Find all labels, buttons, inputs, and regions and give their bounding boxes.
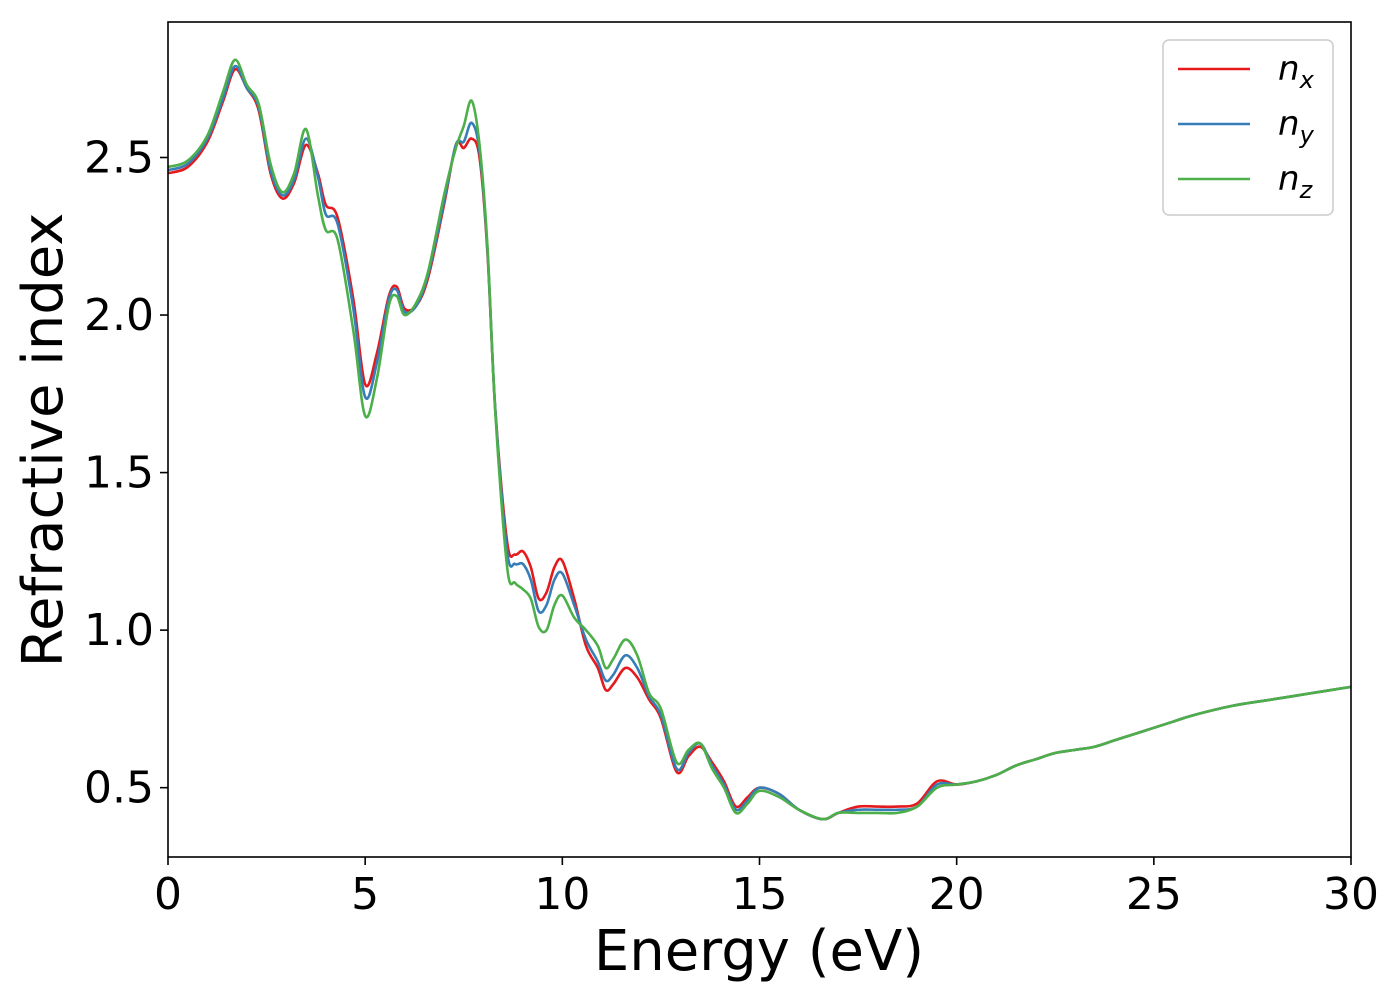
legend-label-nx: nx	[1278, 49, 1315, 94]
x-tick-label: 5	[351, 869, 379, 920]
y-axis: 0.5 1.0 1.5 2.0 2.5	[84, 132, 168, 814]
plot-area	[168, 22, 1351, 857]
legend-label-nz: nz	[1278, 159, 1314, 204]
x-axis-label: Energy (eV)	[594, 919, 924, 984]
y-axis-label: Refractive index	[11, 213, 76, 668]
x-tick-label: 15	[732, 869, 788, 920]
y-tick-label: 1.5	[84, 448, 154, 499]
series-line-nz	[168, 58, 1351, 821]
legend-box	[1162, 39, 1334, 216]
y-tick-label: 2.5	[84, 132, 154, 183]
series-layer	[168, 58, 1351, 821]
x-tick-label: 10	[534, 869, 590, 920]
x-tick-label: 0	[154, 869, 182, 920]
legend: nx ny nz	[1162, 39, 1334, 216]
x-tick-label: 25	[1126, 869, 1182, 920]
legend-label-ny: ny	[1278, 104, 1315, 149]
y-tick-label: 1.0	[84, 605, 154, 656]
x-axis: 0 5 10 15 20 25 30	[154, 857, 1379, 920]
x-tick-label: 20	[929, 869, 985, 920]
y-tick-label: 2.0	[84, 290, 154, 341]
y-tick-label: 0.5	[84, 763, 154, 814]
x-tick-label: 30	[1323, 869, 1379, 920]
